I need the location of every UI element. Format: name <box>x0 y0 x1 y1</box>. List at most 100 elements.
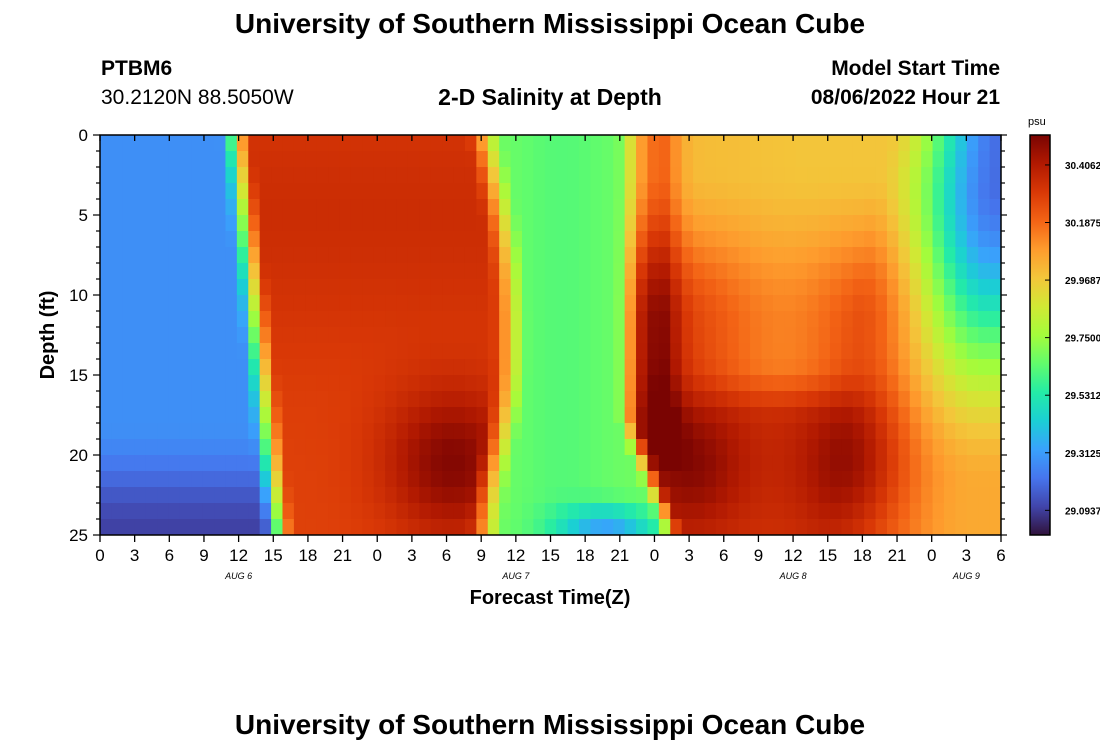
heatmap-cell <box>521 279 534 296</box>
heatmap-cell <box>693 183 706 200</box>
heatmap-cell <box>499 199 512 216</box>
heatmap-cell <box>350 327 363 344</box>
heatmap-cell <box>772 279 785 296</box>
heatmap-cell <box>670 135 683 152</box>
heatmap-cell <box>282 263 295 280</box>
heatmap-cell <box>670 519 683 535</box>
heatmap-cell <box>579 199 592 216</box>
heatmap-cell <box>282 231 295 248</box>
heatmap-cell <box>715 247 728 264</box>
heatmap-cell <box>704 471 717 488</box>
heatmap-cell <box>943 183 956 200</box>
heatmap-cell <box>385 471 398 488</box>
heatmap-cell <box>841 295 854 312</box>
heatmap-cell <box>373 503 386 520</box>
heatmap-cell <box>989 423 1001 440</box>
heatmap-cell <box>430 215 443 232</box>
heatmap-cell <box>464 439 477 456</box>
heatmap-cell <box>248 503 261 520</box>
heatmap-cell <box>385 199 398 216</box>
heatmap-cell <box>898 327 911 344</box>
heatmap-cell <box>510 295 523 312</box>
heatmap-cell <box>271 487 284 504</box>
heatmap-cell <box>453 487 466 504</box>
heatmap-cell <box>499 167 512 184</box>
heatmap-cell <box>248 359 261 376</box>
heatmap-cell <box>396 455 409 472</box>
heatmap-cell <box>567 135 580 152</box>
heatmap-cell <box>795 359 808 376</box>
heatmap-cell <box>590 359 603 376</box>
heatmap-cell <box>579 519 592 535</box>
heatmap-cell <box>396 407 409 424</box>
heatmap-cell <box>350 295 363 312</box>
heatmap-cell <box>419 167 432 184</box>
heatmap-cell <box>829 231 842 248</box>
heatmap-cell <box>590 503 603 520</box>
heatmap-cell <box>613 247 626 264</box>
heatmap-cell <box>761 247 774 264</box>
heatmap-cell <box>533 215 546 232</box>
heatmap-cell <box>772 327 785 344</box>
heatmap-cell <box>658 327 671 344</box>
heatmap-cell <box>886 359 899 376</box>
heatmap-cell <box>932 487 945 504</box>
heatmap-cell <box>567 215 580 232</box>
heatmap-cell <box>921 231 934 248</box>
heatmap-cell <box>658 407 671 424</box>
heatmap-cell <box>658 391 671 408</box>
heatmap-cell <box>647 295 660 312</box>
heatmap-cell <box>852 215 865 232</box>
heatmap-cell <box>293 231 306 248</box>
heatmap-cell <box>350 135 363 152</box>
heatmap-cell <box>282 199 295 216</box>
colorbar-label: 29.3125 <box>1065 449 1100 460</box>
heatmap-cell <box>875 167 888 184</box>
heatmap-cell <box>647 151 660 168</box>
heatmap-cell <box>202 263 215 280</box>
heatmap-cell <box>510 327 523 344</box>
heatmap-cell <box>544 391 557 408</box>
heatmap-cell <box>339 183 352 200</box>
heatmap-cell <box>841 455 854 472</box>
heatmap-cell <box>898 375 911 392</box>
heatmap-cell <box>521 311 534 328</box>
heatmap-cell <box>328 359 341 376</box>
heatmap-cell <box>715 327 728 344</box>
heatmap-cell <box>499 471 512 488</box>
heatmap-cell <box>293 455 306 472</box>
heatmap-cell <box>442 167 455 184</box>
heatmap-cell <box>658 439 671 456</box>
heatmap-cell <box>100 455 113 472</box>
heatmap-cell <box>476 135 489 152</box>
heatmap-cell <box>248 167 261 184</box>
heatmap-cell <box>282 183 295 200</box>
heatmap-cell <box>613 343 626 360</box>
heatmap-cell <box>909 263 922 280</box>
heatmap-cell <box>339 343 352 360</box>
heatmap-cell <box>100 343 113 360</box>
heatmap-cell <box>134 407 147 424</box>
heatmap-cell <box>601 263 614 280</box>
heatmap-cell <box>624 455 637 472</box>
heatmap-cell <box>202 391 215 408</box>
heatmap-cell <box>544 439 557 456</box>
heatmap-cell <box>601 215 614 232</box>
heatmap-cell <box>715 519 728 535</box>
heatmap-cell <box>989 391 1001 408</box>
heatmap-cell <box>293 247 306 264</box>
heatmap-cell <box>955 295 968 312</box>
heatmap-cell <box>179 231 192 248</box>
y-tick-label: 20 <box>69 446 88 465</box>
heatmap-cell <box>636 423 649 440</box>
heatmap-cell <box>362 471 375 488</box>
heatmap-cell <box>807 423 820 440</box>
heatmap-cell <box>407 471 420 488</box>
heatmap-cell <box>693 519 706 535</box>
heatmap-cell <box>225 263 238 280</box>
heatmap-cell <box>727 215 740 232</box>
heatmap-cell <box>875 439 888 456</box>
heatmap-cell <box>886 391 899 408</box>
footer-title: University of Southern Mississippi Ocean… <box>234 709 866 740</box>
heatmap-cell <box>362 263 375 280</box>
